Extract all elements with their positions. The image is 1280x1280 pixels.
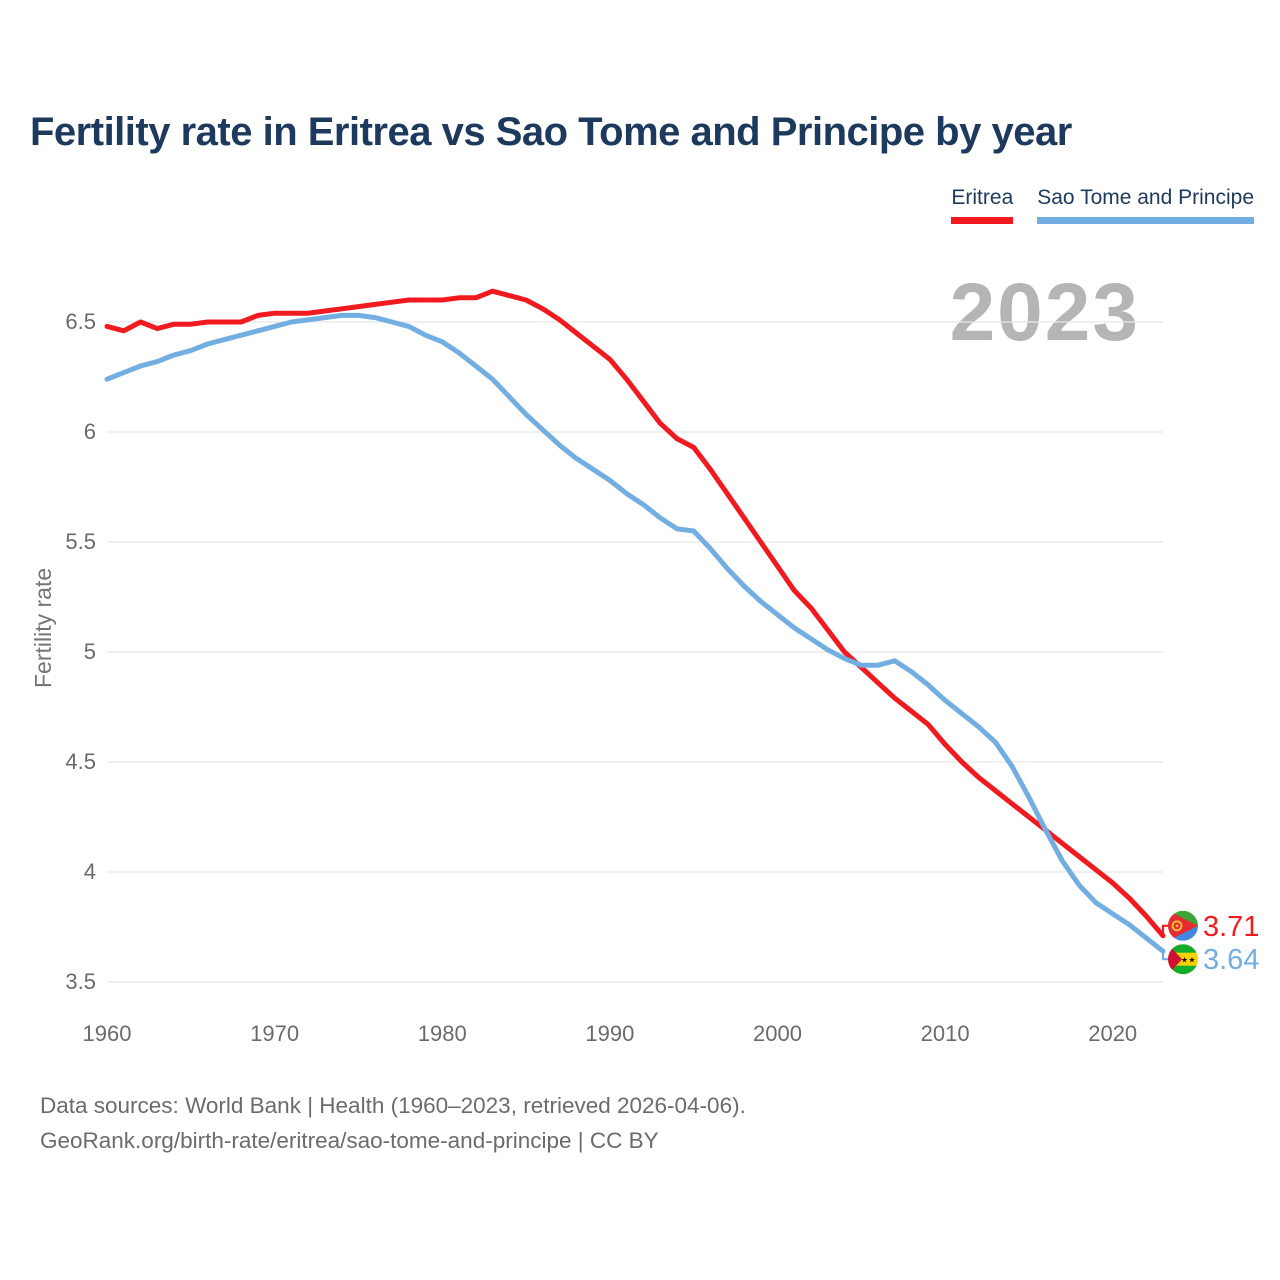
y-tick-label: 6.5 [65,309,96,334]
end-value-label-0: 3.71 [1203,911,1259,943]
footer-sources-line: Data sources: World Bank | Health (1960–… [40,1093,746,1118]
x-tick-label: 2010 [920,1021,970,1046]
sao-tome-and-principe-flag-icon: ★ ★ [1168,944,1198,975]
footer: Data sources: World Bank | Health (1960–… [40,1088,746,1158]
x-tick-label: 2000 [752,1021,802,1046]
y-tick-label: 5 [83,639,96,664]
y-tick-label: 6 [83,419,96,444]
eritrea-flag-icon [1168,910,1198,941]
y-tick-label: 4.5 [65,749,96,774]
page-title: Fertility rate in Eritrea vs Sao Tome an… [30,110,1072,154]
x-tick-label: 1980 [417,1021,467,1046]
y-tick-label: 5.5 [65,529,96,554]
svg-text:★: ★ [1188,955,1195,964]
end-value-label-1: 3.64 [1203,944,1259,976]
x-tick-label: 1970 [250,1021,300,1046]
y-tick-label: 4 [83,859,96,884]
year-watermark: 2023 [949,267,1140,358]
legend-item-eritrea[interactable]: Eritrea [951,186,1014,224]
x-tick-label: 2020 [1088,1021,1138,1046]
end-leader-line-0 [1161,924,1168,936]
series-line-0 [104,288,1166,939]
legend: Eritrea Sao Tome and Principe [951,186,1254,224]
svg-text:★: ★ [1181,955,1188,964]
y-axis-title: Fertility rate [30,567,56,688]
end-leader-line-1 [1161,951,1168,961]
footer-attribution-line: GeoRank.org/birth-rate/eritrea/sao-tome-… [40,1128,659,1153]
series-line-1 [104,312,1166,954]
x-tick-label: 1960 [82,1021,132,1046]
legend-item-sao-tome-and-principe[interactable]: Sao Tome and Principe [1037,186,1254,224]
x-tick-label: 1990 [585,1021,635,1046]
y-tick-label: 3.5 [65,969,96,994]
